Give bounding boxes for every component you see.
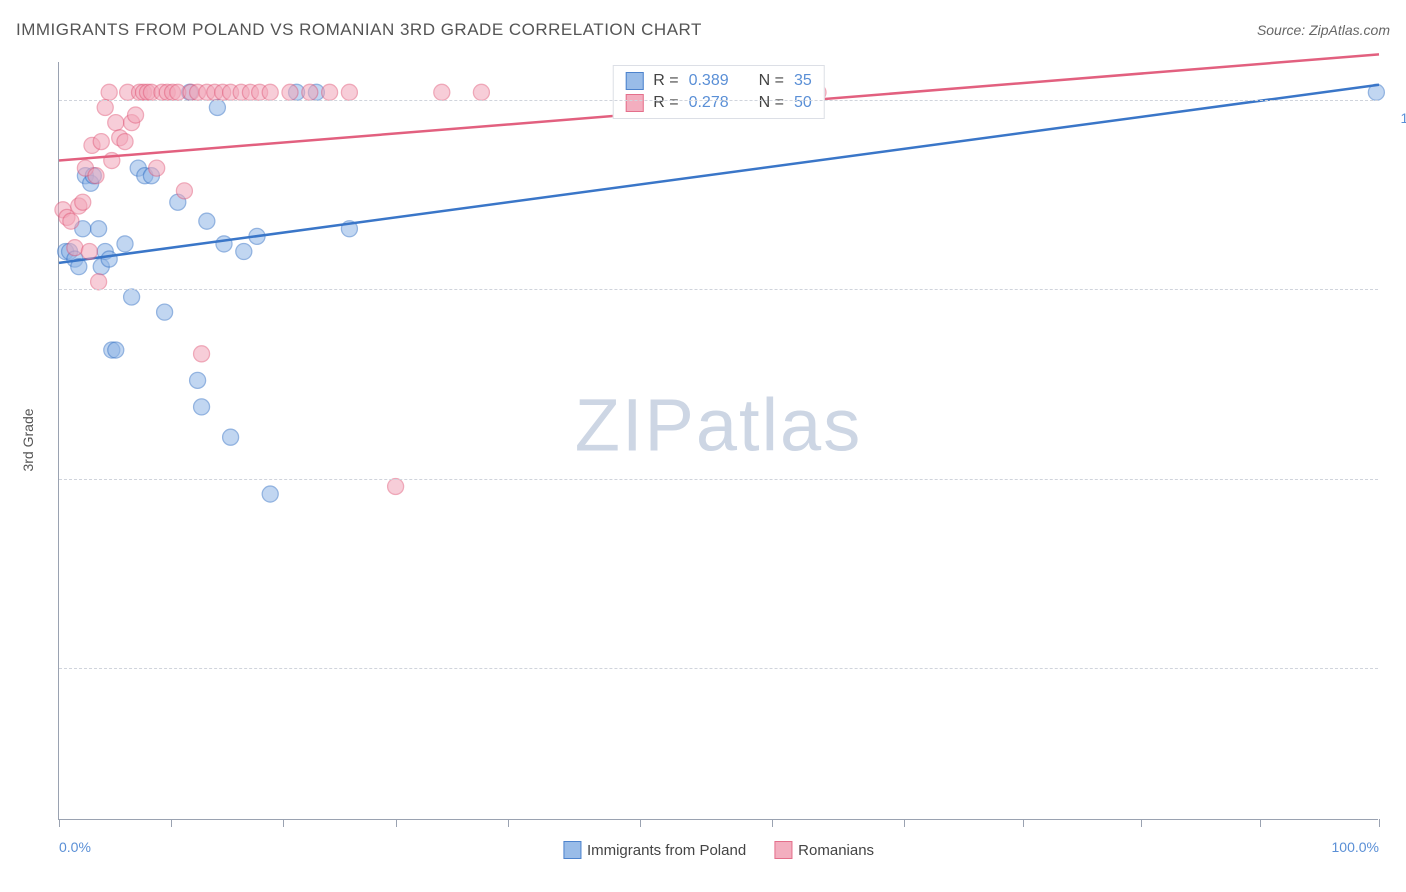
data-point: [117, 134, 133, 150]
data-point: [63, 213, 79, 229]
data-point: [97, 99, 113, 115]
y-tick-label: 97.5%: [1388, 299, 1406, 315]
gridline-h: [59, 289, 1378, 290]
legend-stats-row: R = 0.278 N = 50: [625, 92, 812, 114]
y-tick-label: 92.5%: [1388, 678, 1406, 694]
data-point: [75, 194, 91, 210]
x-tick: [640, 819, 641, 827]
data-point: [108, 342, 124, 358]
x-tick: [1379, 819, 1380, 827]
data-point: [81, 244, 97, 260]
legend-r-prefix: R =: [653, 94, 678, 112]
legend-n-prefix: N =: [759, 94, 784, 112]
gridline-h: [59, 479, 1378, 480]
data-point: [190, 372, 206, 388]
data-point: [199, 213, 215, 229]
data-point: [67, 240, 83, 256]
legend-r-value: 0.278: [689, 94, 729, 112]
data-point: [101, 251, 117, 267]
x-tick: [59, 819, 60, 827]
data-point: [91, 274, 107, 290]
data-point: [236, 244, 252, 260]
data-point: [128, 107, 144, 123]
data-point: [157, 304, 173, 320]
legend-n-value: 35: [794, 72, 812, 90]
data-point: [262, 486, 278, 502]
data-point: [117, 236, 133, 252]
data-point: [216, 236, 232, 252]
data-point: [194, 399, 210, 415]
legend-stats-row: R = 0.389 N = 35: [625, 70, 812, 92]
data-point: [108, 115, 124, 131]
data-point: [341, 84, 357, 100]
chart-plot-area: ZIPatlas R = 0.389 N = 35 R = 0.278 N = …: [58, 62, 1378, 820]
bottom-legend: Immigrants from Poland Romanians: [563, 841, 874, 859]
data-point: [124, 289, 140, 305]
data-point: [101, 84, 117, 100]
x-tick: [772, 819, 773, 827]
data-point: [91, 221, 107, 237]
x-tick: [1260, 819, 1261, 827]
legend-swatch-icon: [563, 841, 581, 859]
data-point: [388, 478, 404, 494]
legend-r-prefix: R =: [653, 72, 678, 90]
bottom-legend-label: Immigrants from Poland: [587, 842, 746, 859]
bottom-legend-item: Romanians: [774, 841, 874, 859]
x-tick-label: 0.0%: [59, 839, 91, 855]
data-point: [93, 134, 109, 150]
x-tick: [508, 819, 509, 827]
x-tick: [1141, 819, 1142, 827]
data-point: [282, 84, 298, 100]
x-tick: [171, 819, 172, 827]
data-point: [209, 99, 225, 115]
y-tick-label: 95.0%: [1388, 489, 1406, 505]
y-tick-label: 100.0%: [1388, 110, 1406, 126]
legend-swatch-icon: [625, 72, 643, 90]
data-point: [262, 84, 278, 100]
legend-swatch-icon: [774, 841, 792, 859]
y-axis-label: 3rd Grade: [20, 408, 36, 471]
legend-n-prefix: N =: [759, 72, 784, 90]
x-tick: [904, 819, 905, 827]
scatter-plot-svg: [59, 62, 1378, 819]
bottom-legend-item: Immigrants from Poland: [563, 841, 746, 859]
data-point: [176, 183, 192, 199]
gridline-h: [59, 100, 1378, 101]
data-point: [88, 168, 104, 184]
data-point: [473, 84, 489, 100]
legend-n-value: 50: [794, 94, 812, 112]
data-point: [194, 346, 210, 362]
legend-r-value: 0.389: [689, 72, 729, 90]
chart-title: IMMIGRANTS FROM POLAND VS ROMANIAN 3RD G…: [16, 20, 702, 40]
bottom-legend-label: Romanians: [798, 842, 874, 859]
legend-swatch-icon: [625, 94, 643, 112]
data-point: [322, 84, 338, 100]
source-label: Source: ZipAtlas.com: [1257, 22, 1390, 38]
data-point: [434, 84, 450, 100]
x-tick: [396, 819, 397, 827]
legend-stats-box: R = 0.389 N = 35 R = 0.278 N = 50: [612, 65, 825, 119]
data-point: [149, 160, 165, 176]
data-point: [223, 429, 239, 445]
gridline-h: [59, 668, 1378, 669]
data-point: [302, 84, 318, 100]
x-tick: [1023, 819, 1024, 827]
x-tick-label: 100.0%: [1332, 839, 1379, 855]
x-tick: [283, 819, 284, 827]
